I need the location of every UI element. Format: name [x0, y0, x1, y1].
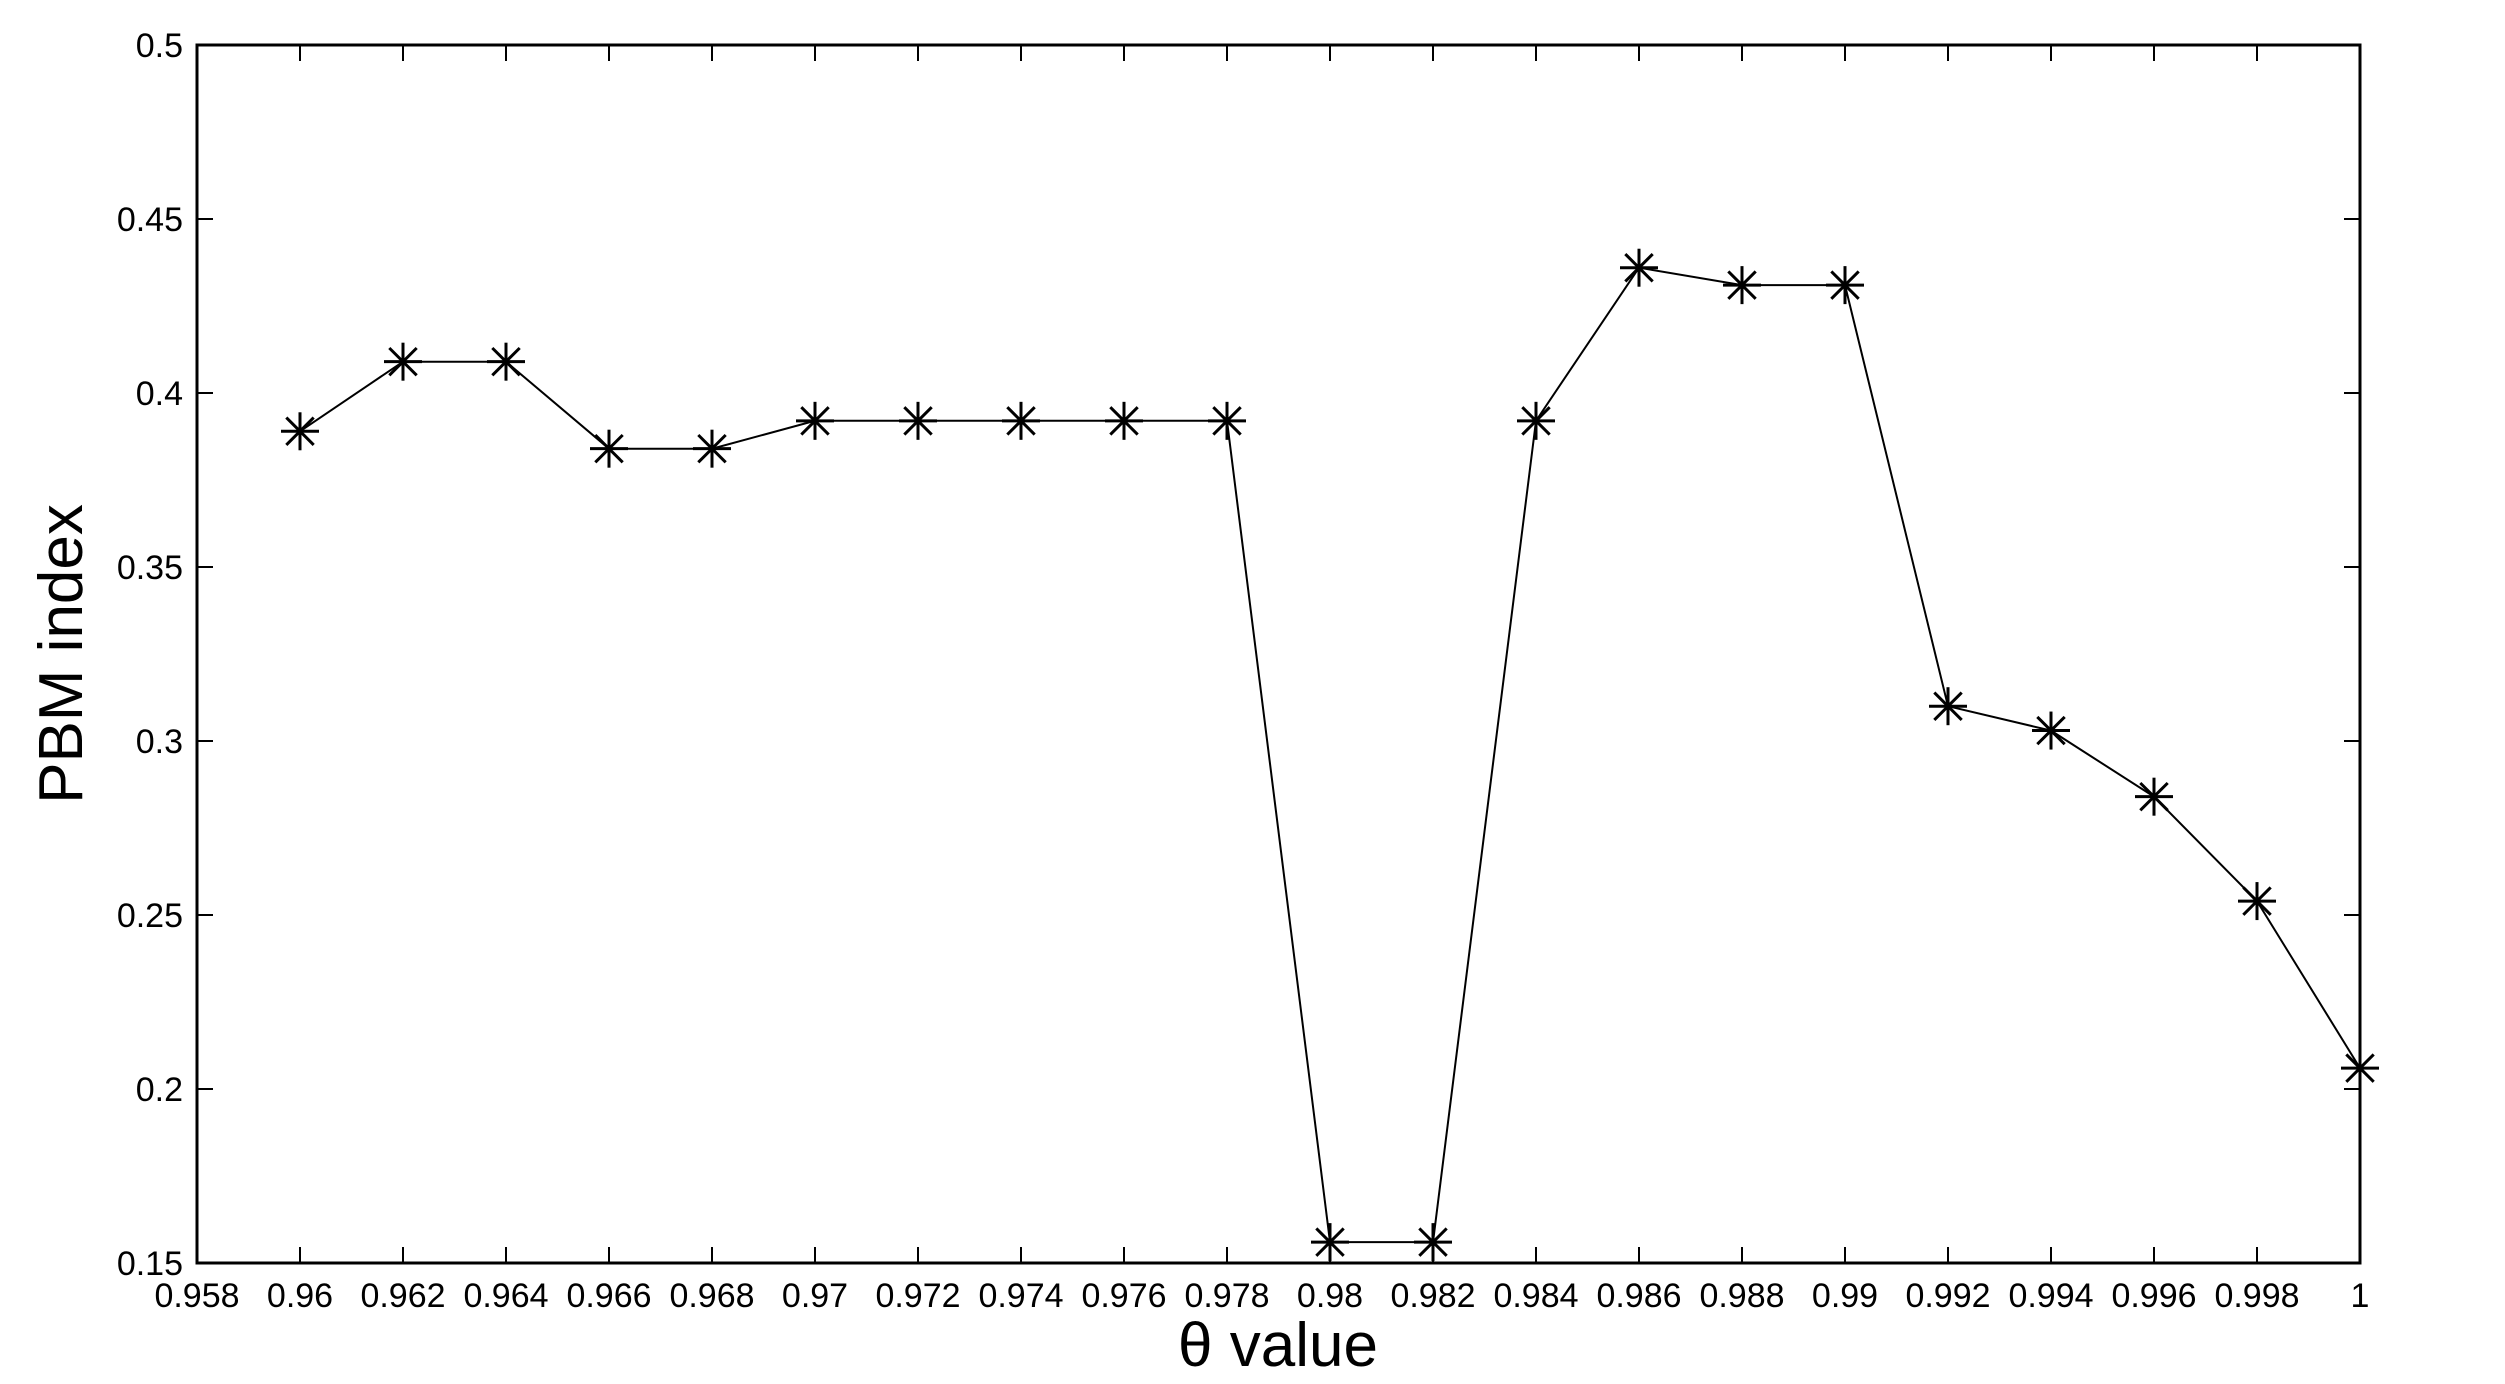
x-tick-label: 0.988: [1699, 1277, 1784, 1315]
x-tick-label: 0.978: [1184, 1277, 1269, 1315]
x-tick-label: 0.974: [978, 1277, 1063, 1315]
data-point-marker: [2341, 1049, 2379, 1088]
x-tick-label: 0.962: [360, 1277, 445, 1315]
x-tick-label: 0.98: [1297, 1277, 1363, 1315]
data-point-marker: [899, 401, 937, 440]
data-point-marker: [384, 342, 422, 381]
y-tick-label: 0.2: [136, 1071, 183, 1109]
y-axis-title: PBM index: [27, 504, 96, 804]
y-tick-label: 0.35: [117, 549, 183, 587]
plot-area: [195, 43, 2362, 1265]
data-point-marker: [2032, 711, 2070, 750]
y-tick-label: 0.25: [117, 897, 183, 935]
x-tick-label: 1: [2351, 1277, 2370, 1315]
x-tick-label: 0.972: [875, 1277, 960, 1315]
data-point-marker: [1929, 687, 1967, 726]
x-tick-label: 0.966: [566, 1277, 651, 1315]
x-ticks: 0.958 0.96 0.962 0.964 0.966 0.968 0.97 0.972 0.…: [154, 45, 2369, 1315]
x-tick-label: 0.996: [2111, 1277, 2196, 1315]
data-point-marker: [693, 429, 731, 468]
y-tick-label: 0.45: [117, 201, 183, 239]
x-tick-label: 0.982: [1390, 1277, 1475, 1315]
data-point-marker: [1826, 266, 1864, 305]
x-tick-label: 0.986: [1596, 1277, 1681, 1315]
data-point-marker: [487, 342, 525, 381]
data-point-marker: [590, 429, 628, 468]
y-tick-label: 0.5: [136, 27, 183, 65]
data-point-marker: [796, 401, 834, 440]
y-tick-label: 0.15: [117, 1245, 183, 1283]
x-axis-title: θ value: [1178, 1311, 1378, 1380]
data-point-marker: [2238, 882, 2276, 921]
y-tick-label: 0.3: [136, 723, 183, 761]
y-ticks: 0.15 0.2 0.25 0.3 0.35 0.4 0.45 0.5: [117, 27, 2360, 1283]
data-point-marker: [1414, 1223, 1452, 1262]
data-point-marker: [1002, 401, 1040, 440]
data-point-marker: [1208, 401, 1246, 440]
x-tick-label: 0.984: [1493, 1277, 1578, 1315]
data-point-marker: [1723, 266, 1761, 305]
x-tick-label: 0.994: [2008, 1277, 2093, 1315]
x-tick-label: 0.97: [782, 1277, 848, 1315]
x-tick-label: 0.976: [1081, 1277, 1166, 1315]
data-point-marker: [2135, 777, 2173, 816]
x-tick-label: 0.99: [1812, 1277, 1878, 1315]
x-tick-label: 0.96: [267, 1277, 333, 1315]
y-tick-label: 0.4: [136, 375, 183, 413]
x-tick-label: 0.998: [2214, 1277, 2299, 1315]
data-point-marker: [1311, 1223, 1349, 1262]
data-point-marker: [1517, 401, 1555, 440]
x-tick-label: 0.964: [463, 1277, 548, 1315]
x-tick-label: 0.968: [669, 1277, 754, 1315]
x-tick-label: 0.992: [1905, 1277, 1990, 1315]
series-group: [281, 248, 2379, 1262]
data-point-marker: [281, 412, 319, 451]
x-tick-label: 0.958: [154, 1277, 239, 1315]
data-point-marker: [1620, 248, 1658, 287]
data-point-marker: [1105, 401, 1143, 440]
